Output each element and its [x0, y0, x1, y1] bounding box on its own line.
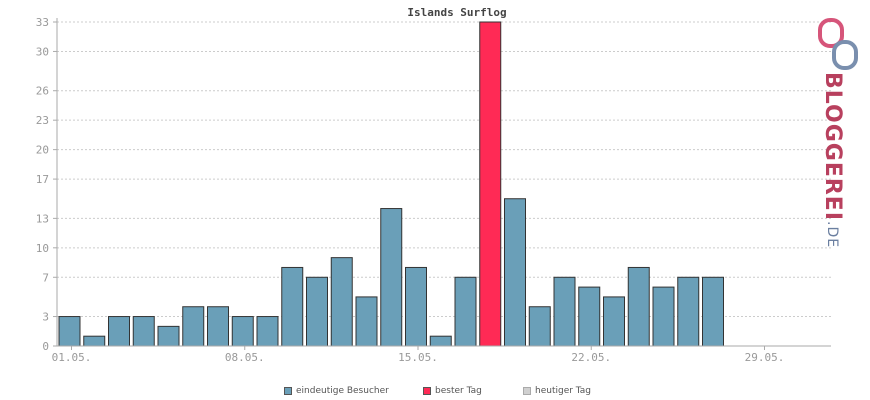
y-tick-label: 10: [36, 242, 49, 255]
y-tick-label: 17: [36, 173, 49, 186]
bar: [330, 257, 353, 347]
bars-group: [58, 21, 724, 347]
logo-text: BLOGGEREI.DE: [820, 72, 845, 248]
legend-swatch-today: [523, 387, 531, 395]
legend-swatch-best-day: [423, 387, 431, 395]
y-tick-label: 7: [42, 271, 49, 284]
bar: [306, 276, 328, 347]
bar: [479, 21, 502, 347]
legend-label-best-day: bester Tag: [435, 386, 482, 396]
y-tick-label: 33: [36, 16, 49, 29]
x-tick-label: 15.05.: [398, 351, 438, 364]
bar: [405, 266, 427, 347]
bar: [132, 316, 155, 347]
x-tick-label: 08.05.: [225, 351, 265, 364]
logo-mark-icon: [818, 18, 858, 70]
legend-item-today: heutiger Tag: [523, 386, 591, 396]
bar: [355, 296, 378, 347]
y-tick-label: 13: [36, 212, 49, 225]
bar: [454, 276, 477, 347]
y-tick-labels: 0 3 7 10 13 17 20 23 26 30 33: [36, 16, 49, 353]
bar: [429, 335, 452, 347]
bar: [380, 208, 403, 347]
bar: [108, 316, 130, 347]
bar: [182, 306, 205, 347]
legend-item-best-day: bester Tag: [423, 386, 482, 396]
legend-item-visitors: eindeutige Besucher: [284, 386, 389, 396]
y-tick-label: 23: [36, 114, 49, 127]
bar: [702, 276, 724, 347]
chart-title: Islands Surflog: [407, 6, 506, 19]
visitor-bar-chart: Islands Surflog 0 3 7 10 13 17 20 23 26 30 33 01.0…: [36, 6, 831, 364]
logo-wordmark: BLOGGEREI: [820, 72, 845, 222]
bar: [578, 286, 601, 347]
bar: [553, 276, 576, 347]
legend-label-visitors: eindeutige Besucher: [296, 386, 389, 396]
y-tick-label: 0: [42, 340, 49, 353]
bar: [652, 286, 675, 347]
bar: [157, 325, 180, 347]
bar: [58, 316, 81, 347]
bar: [281, 266, 304, 347]
x-tick-label: 01.05.: [52, 351, 92, 364]
bar: [677, 276, 700, 347]
bar: [603, 296, 625, 347]
bar: [83, 335, 106, 347]
chart-legend: eindeutige Besucher bester Tag heutiger …: [0, 386, 870, 400]
x-tick-label: 22.05.: [571, 351, 611, 364]
bar: [528, 306, 551, 347]
y-tick-label: 20: [36, 144, 49, 157]
x-tick-labels: 01.05. 08.05. 15.05. 22.05. 29.05.: [52, 351, 785, 364]
logo-suffix: .DE: [824, 221, 840, 249]
bloggerei-logo: BLOGGEREI.DE: [812, 16, 870, 248]
x-tick-label: 29.05.: [745, 351, 785, 364]
bar: [231, 316, 254, 347]
axes-group: [53, 18, 831, 350]
legend-label-today: heutiger Tag: [535, 386, 592, 396]
bar: [627, 266, 650, 347]
legend-swatch-visitors: [284, 387, 292, 395]
bar: [207, 306, 229, 347]
bar: [256, 316, 279, 347]
y-tick-label: 3: [42, 311, 49, 324]
bar: [504, 198, 526, 347]
y-tick-label: 26: [36, 85, 49, 98]
y-tick-label: 30: [36, 45, 49, 58]
